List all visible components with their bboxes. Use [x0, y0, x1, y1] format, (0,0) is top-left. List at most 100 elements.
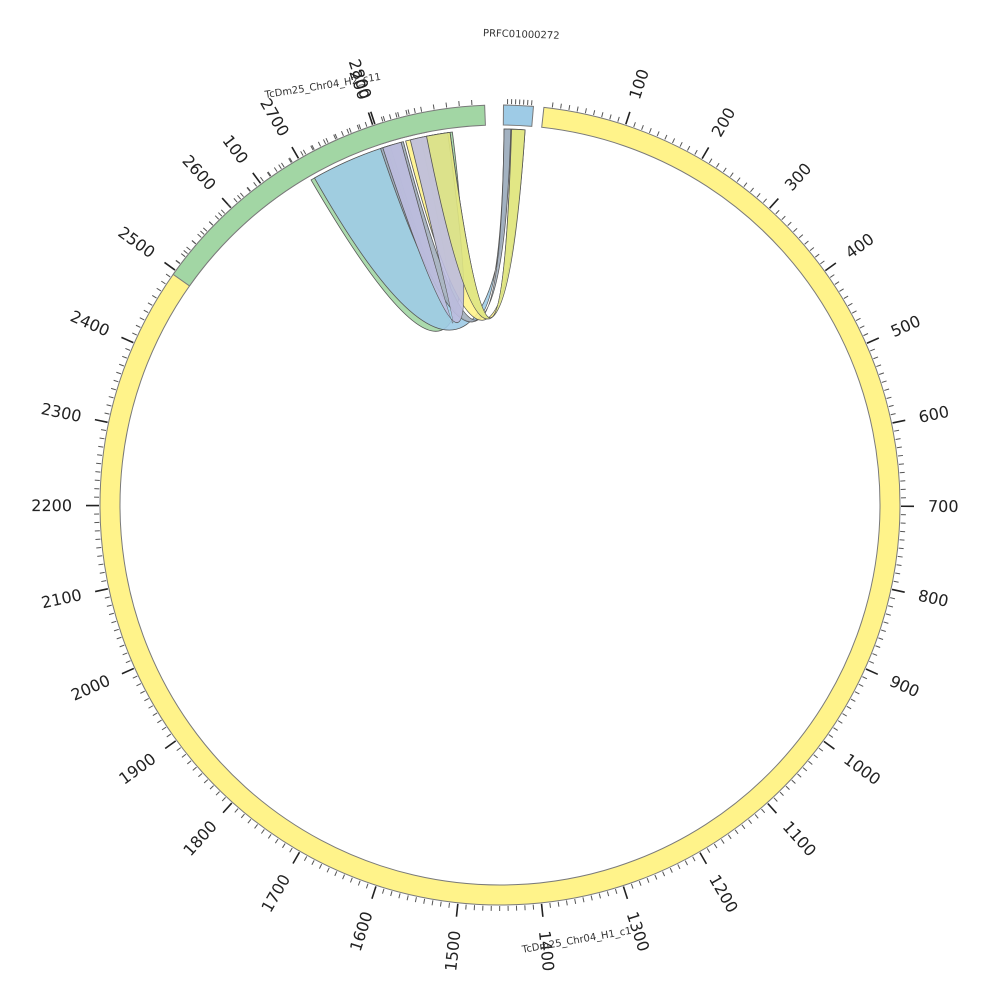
minor-tick	[261, 829, 264, 833]
minor-tick	[234, 198, 237, 202]
minor-tick	[730, 173, 733, 177]
minor-tick	[838, 721, 842, 724]
minor-tick	[898, 556, 903, 557]
minor-tick	[631, 884, 633, 889]
minor-tick	[198, 234, 202, 237]
minor-tick	[763, 199, 766, 203]
minor-tick	[642, 125, 644, 130]
minor-tick	[347, 129, 349, 134]
minor-tick	[884, 389, 889, 390]
minor-tick	[116, 372, 121, 374]
minor-tick	[782, 216, 786, 220]
minor-tick	[657, 131, 659, 136]
minor-tick	[894, 430, 899, 431]
minor-tick	[583, 897, 584, 902]
minor-tick	[301, 151, 303, 155]
tick-label-tcdm25-chr04-h1-c1-2000: 2000	[68, 671, 113, 705]
minor-tick	[366, 884, 368, 889]
minor-tick	[897, 565, 902, 566]
minor-tick	[107, 605, 112, 606]
major-tick	[893, 420, 906, 423]
minor-tick	[687, 146, 689, 150]
minor-tick	[835, 282, 839, 285]
minor-tick	[449, 903, 450, 908]
minor-tick	[123, 653, 128, 655]
minor-tick	[843, 714, 847, 717]
minor-tick	[327, 868, 329, 873]
minor-tick	[599, 894, 600, 899]
minor-tick	[757, 193, 760, 197]
minor-tick	[391, 891, 392, 896]
minor-tick	[290, 848, 293, 852]
minor-tick	[98, 564, 103, 565]
minor-tick	[98, 446, 103, 447]
minor-tick	[209, 222, 213, 225]
major-tick	[867, 338, 879, 343]
minor-tick	[114, 629, 119, 631]
tick-label-tcdm25-chr04-h2-c11-100: 100	[219, 131, 252, 167]
minor-tick	[856, 318, 860, 320]
minor-tick	[149, 706, 153, 709]
minor-tick	[215, 216, 219, 220]
minor-tick	[615, 889, 616, 894]
major-tick	[770, 199, 779, 209]
tick-label-tcdm25-chr04-h1-c1-300: 300	[781, 159, 816, 194]
minor-tick	[585, 108, 586, 113]
minor-tick	[550, 903, 551, 908]
minor-tick	[655, 875, 657, 880]
minor-tick	[152, 295, 156, 298]
minor-tick	[680, 142, 682, 146]
major-tick	[165, 741, 176, 749]
minor-tick	[891, 414, 896, 415]
minor-tick	[111, 388, 116, 389]
minor-tick	[859, 684, 863, 686]
tick-label-tcdm25-chr04-h1-c1-1500: 1500	[441, 930, 464, 972]
minor-tick	[799, 235, 803, 238]
tick-label-tcdm25-chr04-h1-c1-1600: 1600	[346, 909, 377, 954]
tick-label-tcdm25-chr04-h1-c1-1200: 1200	[705, 871, 742, 916]
minor-tick	[218, 213, 221, 217]
minor-tick	[569, 105, 570, 110]
minor-tick	[260, 177, 263, 181]
tick-label-tcdm25-chr04-h1-c1-1000: 1000	[840, 750, 884, 789]
minor-tick	[870, 349, 875, 351]
minor-tick	[119, 364, 124, 366]
minor-tick	[279, 165, 282, 169]
major-tick	[293, 852, 300, 863]
tick-label-tcdm25-chr04-h1-c1-700: 700	[928, 497, 959, 516]
minor-tick	[335, 871, 337, 876]
minor-tick	[788, 222, 792, 225]
minor-tick	[365, 122, 367, 127]
major-tick	[372, 886, 376, 898]
minor-tick	[176, 261, 180, 264]
minor-tick	[399, 893, 400, 898]
minor-tick	[888, 606, 893, 607]
minor-tick	[792, 780, 796, 783]
minor-tick	[594, 110, 595, 115]
minor-tick	[97, 556, 102, 557]
minor-tick	[390, 114, 391, 119]
minor-tick	[407, 895, 408, 900]
tick-label-tcdm25-chr04-h1-c1-1700: 1700	[257, 871, 294, 916]
minor-tick	[187, 761, 191, 764]
minor-tick	[415, 897, 416, 902]
major-tick	[866, 669, 878, 674]
minor-tick	[341, 131, 343, 136]
minor-tick	[577, 107, 578, 112]
minor-tick	[869, 661, 874, 663]
minor-tick	[898, 455, 903, 456]
minor-tick	[899, 464, 904, 465]
minor-tick	[723, 168, 726, 172]
minor-tick	[221, 210, 224, 214]
minor-tick	[890, 598, 895, 599]
minor-tick	[318, 142, 320, 146]
tick-label-tcdm25-chr04-h1-c1-2700: 2700	[256, 95, 293, 140]
minor-tick	[107, 405, 112, 406]
minor-tick	[424, 899, 425, 904]
minor-tick	[398, 112, 399, 117]
minor-tick	[136, 325, 140, 327]
minor-tick	[735, 830, 738, 834]
major-tick	[623, 887, 627, 899]
minor-tick	[323, 139, 325, 144]
